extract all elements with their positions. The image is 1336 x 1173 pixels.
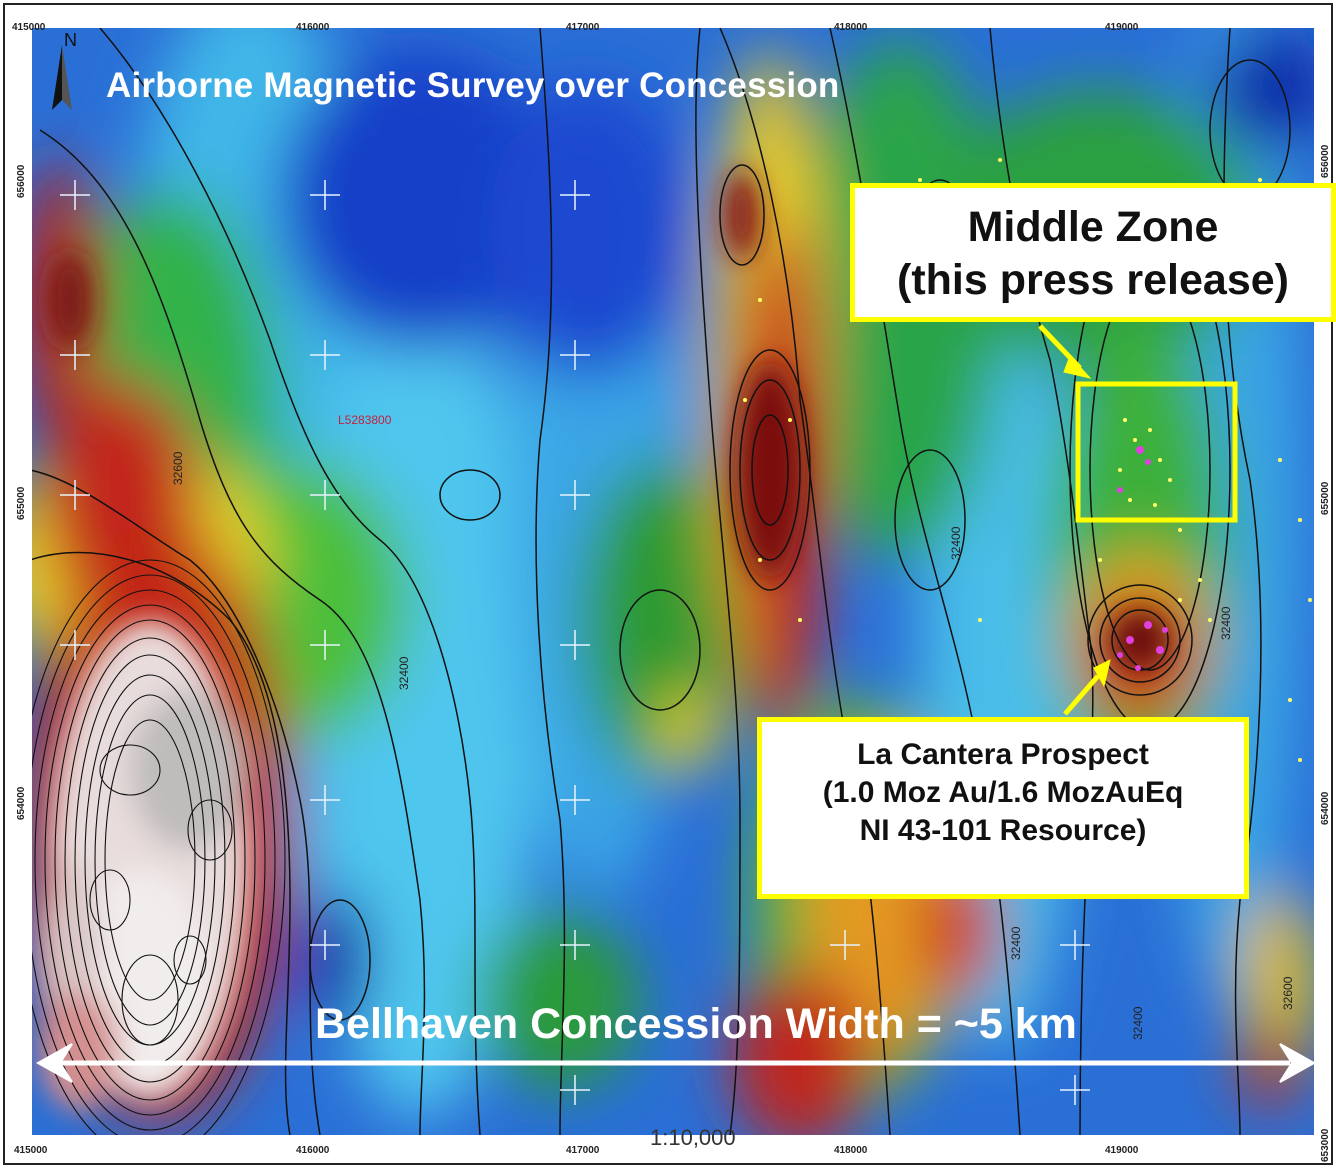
x-tick-bottom: 416000	[296, 1145, 330, 1156]
middle-zone-box	[1075, 381, 1238, 523]
concession-width-label: Bellhaven Concession Width = ~5 km	[315, 1000, 1077, 1048]
x-tick-top: 419000	[1105, 22, 1139, 33]
high-contours	[32, 559, 286, 1135]
x-tick-bottom: 418000	[834, 1145, 868, 1156]
x-tick-bottom: 419000	[1105, 1145, 1139, 1156]
contour-label: 32400	[949, 526, 963, 560]
x-tick-bottom: 415000	[14, 1145, 48, 1156]
contour-label: 32600	[171, 451, 185, 485]
contour-label: 32600	[1281, 976, 1295, 1010]
contour-label: 32400	[1009, 926, 1023, 960]
map-scale: 1:10,000	[650, 1125, 736, 1150]
map-title: Airborne Magnetic Survey over Concession	[106, 66, 840, 105]
la-cantera-callout: La Cantera Prospect (1.0 Moz Au/1.6 MozA…	[757, 717, 1249, 899]
contour-label: 32400	[1219, 606, 1233, 640]
middle-zone-subtitle: (this press release)	[897, 256, 1289, 304]
la-cantera-resource: (1.0 Moz Au/1.6 MozAuEq	[822, 776, 1184, 809]
y-tick-left: 656000	[16, 164, 27, 198]
x-tick-top: 418000	[834, 22, 868, 33]
x-tick-top: 415000	[12, 22, 46, 33]
y-tick-right: 653000	[1320, 1128, 1331, 1162]
north-label: N	[64, 30, 77, 50]
y-tick-right: 656000	[1320, 144, 1331, 178]
contour-labels: 32600 32400 32400 32400 32400 32400 3260…	[64, 30, 1295, 1040]
la-cantera-title: La Cantera Prospect	[857, 738, 1149, 771]
drill-holes	[1117, 446, 1168, 671]
width-arrow	[35, 1043, 1317, 1083]
x-tick-bottom: 417000	[566, 1145, 600, 1156]
x-tick-top: 416000	[296, 22, 330, 33]
magnetic-field	[32, 28, 1314, 1135]
la-cantera-standard: NI 43-101 Resource)	[859, 814, 1147, 847]
north-arrow-icon	[52, 45, 72, 110]
contour-label: 32400	[397, 656, 411, 690]
y-tick-left: 654000	[16, 786, 27, 820]
anomaly-label: L5283800	[338, 413, 392, 427]
middle-zone-title: Middle Zone	[967, 203, 1219, 251]
contour-label: 32400	[1131, 1006, 1145, 1040]
callout-arrows	[1038, 324, 1111, 716]
middle-zone-callout: Middle Zone (this press release)	[850, 183, 1336, 322]
y-tick-right: 655000	[1320, 481, 1331, 515]
y-tick-right: 654000	[1320, 791, 1331, 825]
y-tick-left: 655000	[16, 486, 27, 520]
x-tick-top: 417000	[566, 22, 600, 33]
